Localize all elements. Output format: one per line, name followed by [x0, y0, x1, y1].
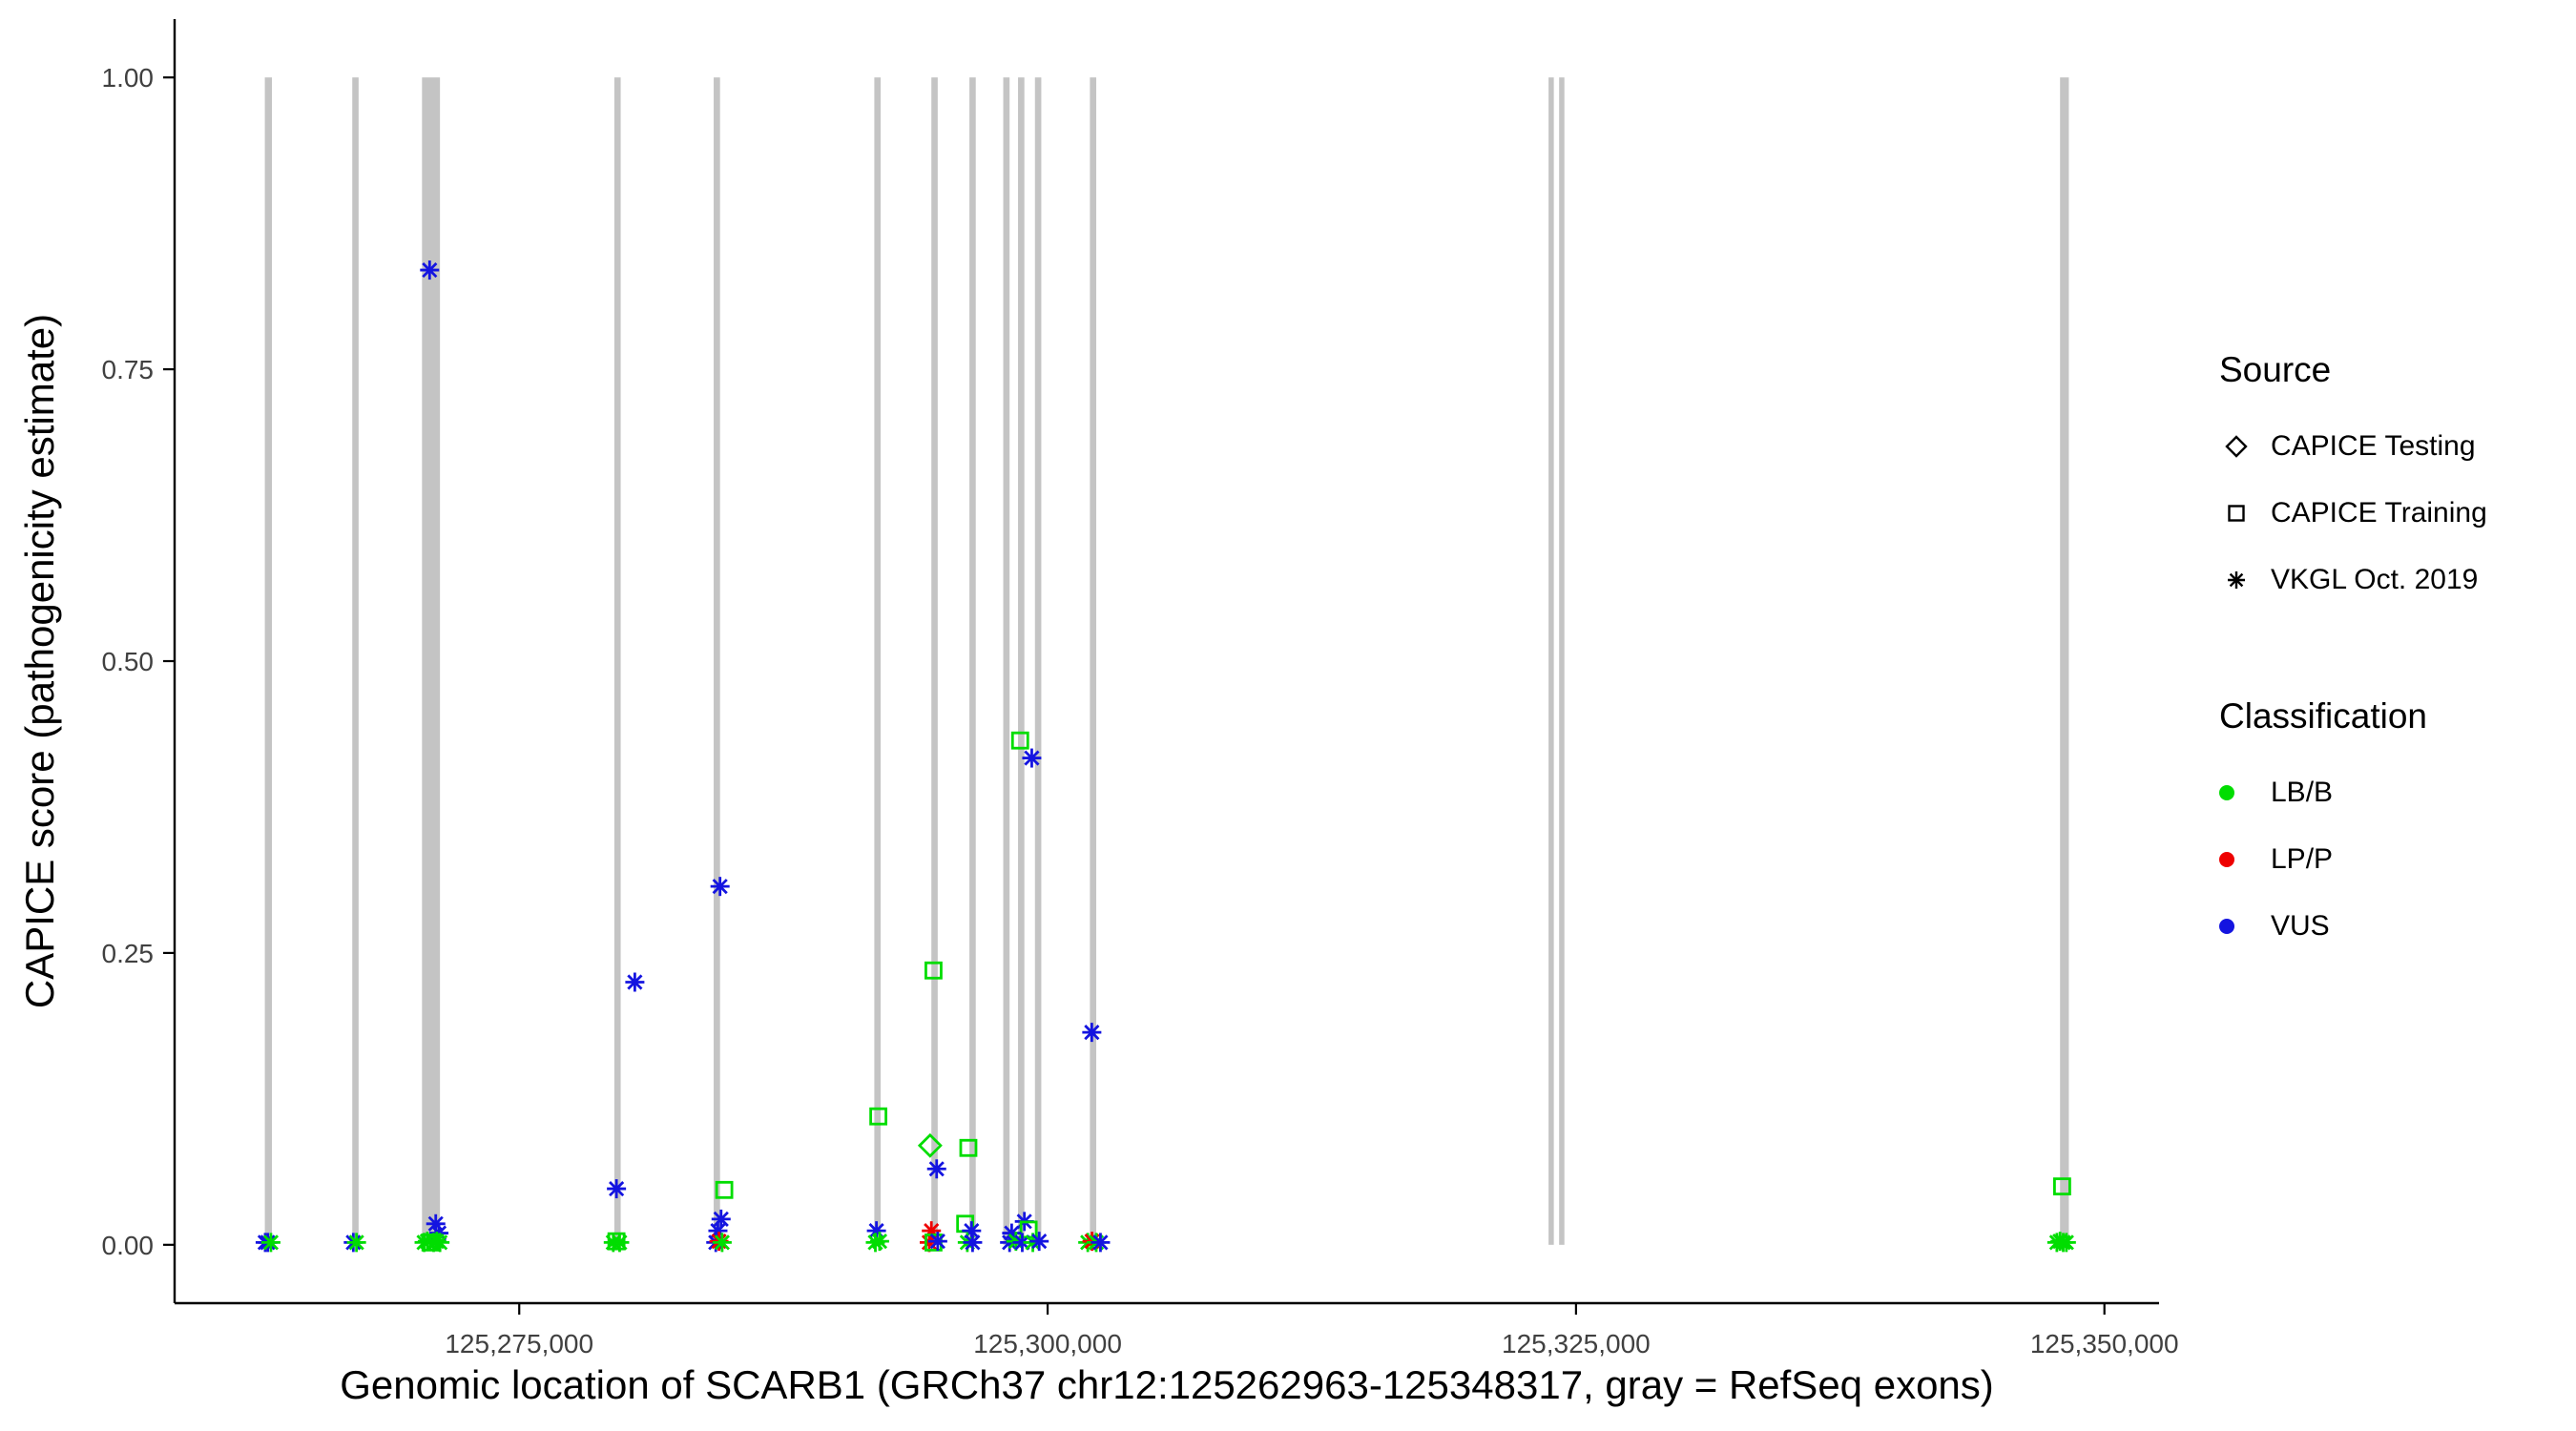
point-square	[959, 1138, 978, 1157]
x-tick-label: 125,275,000	[445, 1329, 593, 1358]
legend-item-lbb: LB/B	[2219, 759, 2487, 826]
legend-source-group: Source CAPICE Testing CAPICE Training	[2219, 349, 2487, 613]
point-asterisk	[1002, 1223, 1022, 1243]
point-square	[1010, 731, 1029, 750]
point-asterisk	[710, 877, 730, 897]
point-asterisk	[420, 260, 440, 280]
y-tick-label: 0.00	[102, 1231, 155, 1260]
point-asterisk	[711, 1209, 731, 1229]
asterisk-marker-icon	[2219, 561, 2257, 599]
exon-bar	[352, 77, 359, 1245]
point-asterisk	[869, 1232, 889, 1252]
legend-item-vus: VUS	[2219, 893, 2487, 960]
point-asterisk	[1029, 1232, 1049, 1252]
exon-bar	[1018, 77, 1025, 1245]
point-asterisk	[610, 1233, 630, 1253]
y-tick-label: 1.00	[102, 63, 155, 93]
point-asterisk	[430, 1233, 450, 1253]
exon-bar	[1034, 77, 1042, 1245]
legend-item-label: VKGL Oct. 2019	[2271, 564, 2479, 595]
point-square	[869, 1107, 888, 1126]
legend: Source CAPICE Testing CAPICE Training	[2219, 349, 2487, 960]
point-asterisk	[1022, 748, 1042, 768]
y-tick-label: 0.25	[102, 939, 155, 968]
point-asterisk	[625, 972, 645, 992]
exon-bar	[2060, 77, 2069, 1245]
legend-item-label: CAPICE Testing	[2271, 430, 2476, 462]
exon-bar	[1003, 77, 1010, 1245]
legend-item-vkgl: VKGL Oct. 2019	[2219, 547, 2487, 613]
exon-bar	[264, 77, 273, 1245]
x-tick-label: 125,325,000	[1502, 1329, 1651, 1358]
point-diamond	[917, 1132, 943, 1158]
point-asterisk	[2056, 1233, 2076, 1253]
point-asterisk	[927, 1232, 947, 1252]
point-asterisk	[260, 1233, 280, 1253]
exon-bar	[969, 77, 976, 1245]
legend-item-label: LB/B	[2271, 777, 2334, 808]
point-asterisk	[712, 1233, 732, 1253]
point-square	[715, 1180, 734, 1199]
red-dot-icon	[2219, 840, 2257, 879]
exon-bar	[1548, 77, 1554, 1245]
x-tick-label: 125,350,000	[2030, 1329, 2179, 1358]
x-tick-label: 125,300,000	[973, 1329, 1122, 1358]
blue-dot-icon	[2219, 907, 2257, 945]
legend-classification-title: Classification	[2219, 696, 2427, 736]
point-square	[2053, 1177, 2071, 1196]
exon-bar	[613, 77, 621, 1245]
legend-source-title: Source	[2219, 350, 2332, 389]
x-axis-title: Genomic location of SCARB1 (GRCh37 chr12…	[340, 1362, 1994, 1407]
exon-bar	[1090, 77, 1097, 1245]
y-tick-label: 0.75	[102, 355, 155, 384]
exon-bar	[1559, 77, 1565, 1245]
point-asterisk	[963, 1233, 983, 1253]
y-axis-title: CAPICE score (pathogenicity estimate)	[17, 313, 62, 1009]
point-asterisk	[926, 1159, 946, 1179]
exon-bars	[264, 77, 2069, 1245]
y-tick-label: 0.50	[102, 647, 155, 676]
exon-bar	[422, 77, 441, 1245]
exon-bar	[874, 77, 882, 1245]
diamond-marker-icon	[2219, 427, 2257, 466]
point-asterisk	[607, 1179, 627, 1199]
legend-item-label: LP/P	[2271, 843, 2334, 875]
legend-item-label: CAPICE Training	[2271, 497, 2487, 529]
data-points	[255, 260, 2076, 1253]
point-asterisk	[1082, 1023, 1102, 1043]
legend-classification-group: Classification LB/B LP/P VUS	[2219, 695, 2487, 960]
point-square	[924, 961, 943, 980]
legend-item-label: VUS	[2271, 910, 2330, 942]
legend-item-capice-training: CAPICE Training	[2219, 480, 2487, 547]
legend-item-lpp: LP/P	[2219, 826, 2487, 893]
green-dot-icon	[2219, 774, 2257, 812]
legend-item-capice-testing: CAPICE Testing	[2219, 413, 2487, 480]
exon-bar	[931, 77, 938, 1245]
point-asterisk	[346, 1233, 366, 1253]
exon-bar	[714, 77, 720, 1245]
square-marker-icon	[2219, 494, 2257, 532]
point-asterisk	[1091, 1233, 1111, 1253]
